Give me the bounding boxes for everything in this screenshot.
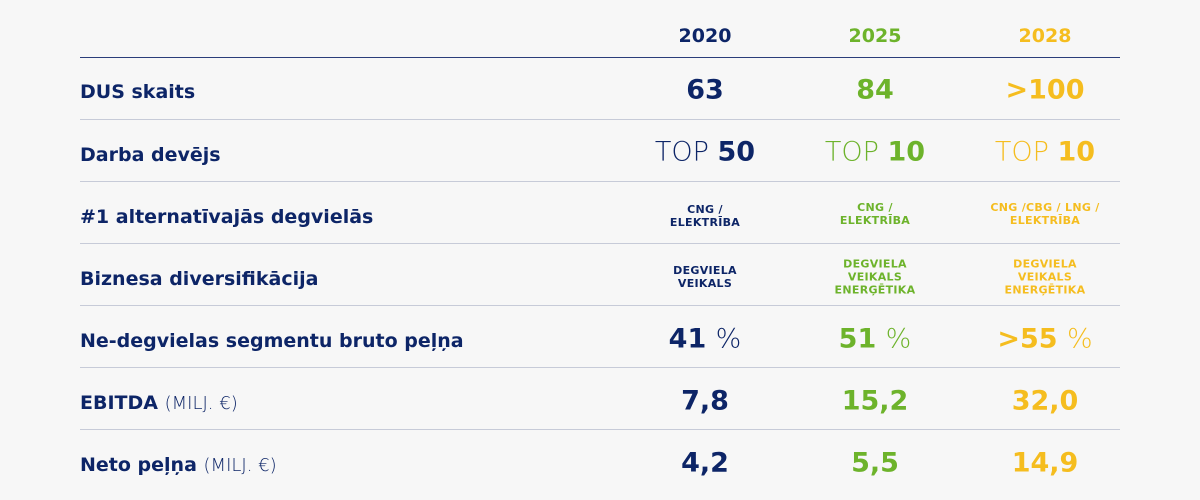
- row-divider: [80, 243, 1120, 244]
- employer-2020: TOP 50: [654, 136, 756, 168]
- row-label-employer: Darba devējs: [80, 144, 221, 166]
- row-divider: [80, 181, 1120, 182]
- diversification-2020: DEGVIELA VEIKALS: [673, 264, 737, 290]
- ebitda-2025: 15,2: [841, 385, 909, 417]
- comparison-table: 2020 2025 2028 DUS skaits 63 84 >100 Dar…: [80, 0, 1120, 500]
- diversification-2025: DEGVIELA VEIKALS ENERĢĒTIKA: [834, 257, 916, 297]
- header-2028: 2028: [1018, 25, 1072, 47]
- alt-fuels-2025: CNG / ELEKTRĪBA: [839, 201, 911, 227]
- row-label-net-profit: Neto peļņa (MILJ. €): [80, 454, 277, 476]
- dus-2028: >100: [1005, 74, 1085, 106]
- row-label-ebitda: EBITDA (MILJ. €): [80, 392, 238, 414]
- row-label-alt-fuels: #1 alternatīvajās degvielās: [80, 206, 374, 228]
- dus-2025: 84: [856, 74, 894, 106]
- ebitda-2020: 7,8: [681, 385, 729, 417]
- employer-2025: TOP 10: [824, 136, 926, 168]
- row-label-dus: DUS skaits: [80, 81, 196, 103]
- ebitda-2028: 32,0: [1011, 385, 1079, 417]
- net-profit-2028: 14,9: [1011, 447, 1079, 479]
- row-divider: [80, 305, 1120, 306]
- dus-2020: 63: [686, 74, 724, 106]
- row-divider: [80, 367, 1120, 368]
- gross-profit-2020: 41 %: [668, 323, 742, 355]
- alt-fuels-2028: CNG /CBG / LNG / ELEKTRĪBA: [990, 201, 1100, 227]
- gross-profit-2028: >55 %: [997, 323, 1093, 355]
- diversification-2028: DEGVIELA VEIKALS ENERĢĒTIKA: [1004, 257, 1086, 297]
- net-profit-2025: 5,5: [851, 447, 899, 479]
- header-2025: 2025: [848, 25, 902, 47]
- row-divider: [80, 119, 1120, 120]
- employer-2028: TOP 10: [994, 136, 1096, 168]
- row-label-diversification: Biznesa diversifikācija: [80, 268, 319, 290]
- alt-fuels-2020: CNG / ELEKTRĪBA: [669, 203, 741, 229]
- row-divider: [80, 429, 1120, 430]
- header-2020: 2020: [678, 25, 732, 47]
- row-label-gross-profit: Ne-degvielas segmentu bruto peļņa: [80, 330, 464, 352]
- header-divider: [80, 57, 1120, 58]
- gross-profit-2025: 51 %: [838, 323, 912, 355]
- net-profit-2020: 4,2: [681, 447, 729, 479]
